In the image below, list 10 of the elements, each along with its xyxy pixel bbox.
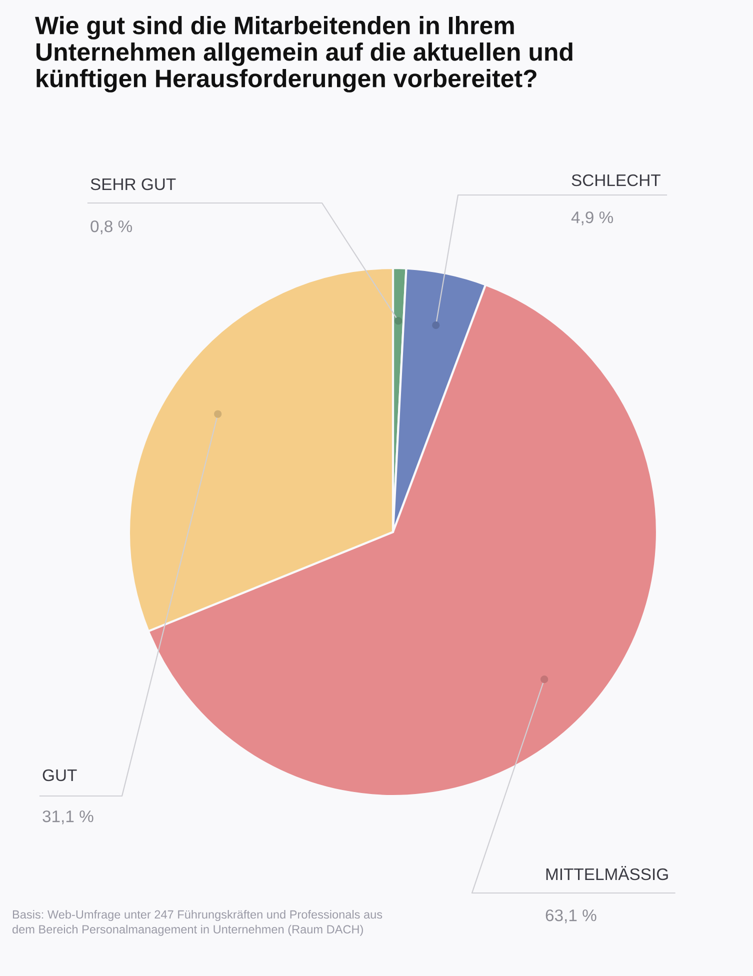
slice-label: SCHLECHT: [572, 174, 660, 186]
data-label: 63,1 %: [546, 909, 596, 924]
slice-label: MITTELMÄSSIG: [546, 866, 668, 880]
slice-label: GUT: [42, 769, 77, 782]
chart-title: Wie gut sind die Mitarbeitenden in Ihrem Unternehmen allgemein auf die aktuellen und künftigen Herausforderungen vorbereitet?: [35, 16, 572, 92]
data-label: 31,1 %: [42, 810, 94, 824]
text: Basis: Web-Umfrage unter 247 Führungskräften und Professionals aus dem Bereich Personalmanagement in Unternehmen (Raum DACH): [12, 910, 382, 936]
slice-label: SEHR GUT: [90, 178, 176, 190]
data-label: 4,9 %: [571, 211, 614, 226]
data-label: 0,8 %: [90, 220, 132, 234]
